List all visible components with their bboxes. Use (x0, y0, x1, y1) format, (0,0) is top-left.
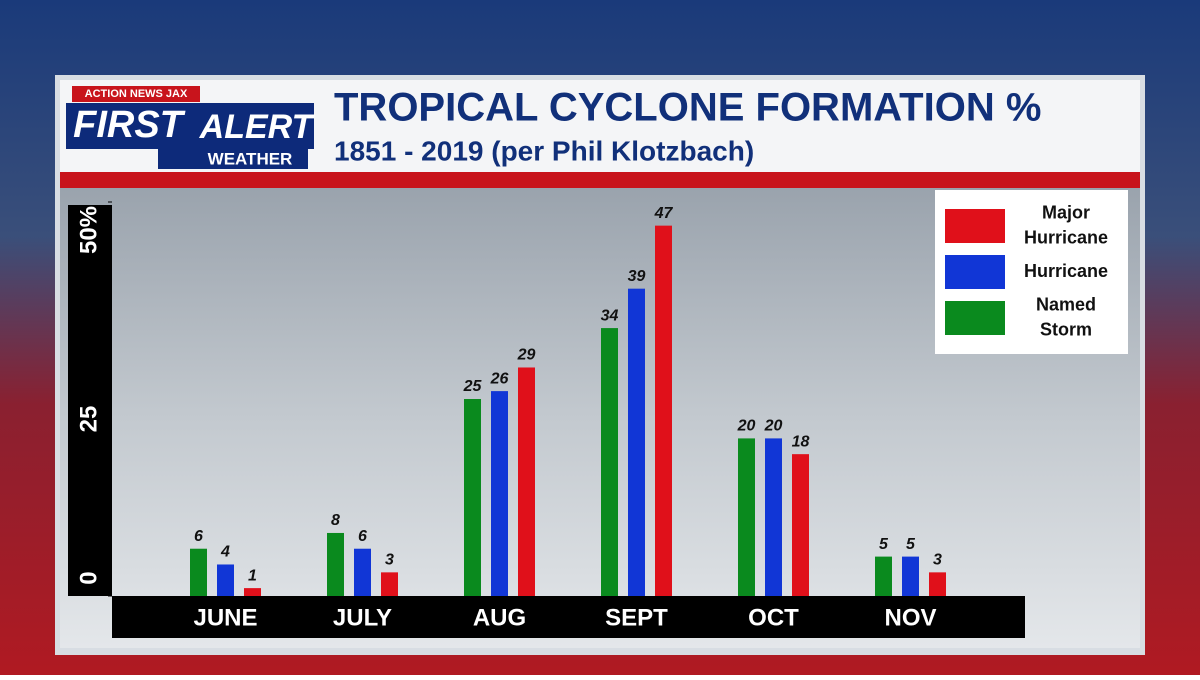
logo-box (66, 103, 314, 149)
chart-title: TROPICAL CYCLONE FORMATION % (334, 86, 1041, 130)
value-label: 6 (194, 528, 203, 545)
bar (765, 438, 782, 596)
x-tick-label: NOV (884, 604, 936, 631)
value-label: 5 (906, 536, 916, 553)
y-axis-bar (68, 205, 112, 596)
x-tick-label: JUNE (193, 604, 257, 631)
bar (628, 288, 645, 596)
bar (217, 564, 234, 596)
x-axis-bar (112, 596, 1025, 638)
value-label: 3 (933, 552, 942, 569)
bar (381, 572, 398, 596)
logo-tab (72, 86, 200, 102)
y-tick-label: 0 (75, 571, 102, 584)
bar (792, 454, 809, 596)
y-tick-label: 25 (75, 406, 102, 433)
value-label: 1 (248, 567, 257, 584)
bar (327, 532, 344, 596)
bar (902, 556, 919, 596)
legend-label: Hurricane (1024, 261, 1108, 281)
value-label: 29 (517, 347, 536, 364)
value-label: 20 (737, 418, 756, 435)
bar (875, 556, 892, 596)
x-tick-label: AUG (473, 604, 526, 631)
value-label: 47 (654, 205, 674, 222)
logo-alert: ALERT (199, 108, 316, 146)
bar (464, 399, 481, 596)
logo-first: FIRST (73, 104, 186, 146)
value-label: 5 (879, 536, 889, 553)
value-label: 4 (220, 544, 230, 561)
legend-swatch (945, 255, 1005, 289)
logo-weather: WEATHER (208, 149, 293, 168)
bar (518, 367, 535, 596)
x-tick-label: JULY (333, 604, 392, 631)
value-label: 26 (490, 370, 509, 387)
value-label: 20 (764, 418, 783, 435)
value-label: 18 (792, 433, 810, 450)
legend-swatch (945, 301, 1005, 335)
value-label: 8 (331, 512, 340, 529)
legend-label: Major Hurricane (1024, 202, 1108, 247)
bar (738, 438, 755, 596)
value-label: 39 (628, 268, 646, 285)
value-label: 25 (463, 378, 483, 395)
chart-subtitle: 1851 - 2019 (per Phil Klotzbach) (334, 135, 754, 166)
value-label: 3 (385, 552, 394, 569)
legend-swatch (945, 209, 1005, 243)
y-tick-label: 50% (75, 206, 102, 254)
bar (190, 548, 207, 596)
legend-label: Named Storm (1036, 294, 1096, 339)
value-label: 34 (601, 307, 619, 324)
bar (601, 328, 618, 596)
value-label: 6 (358, 528, 367, 545)
header-stripe (60, 172, 1140, 188)
bar (354, 548, 371, 596)
bar (244, 588, 261, 596)
bar (491, 391, 508, 596)
bar (655, 225, 672, 596)
x-tick-label: OCT (748, 604, 799, 631)
x-tick-label: SEPT (605, 604, 668, 631)
bar (929, 572, 946, 596)
logo-weather-box (158, 149, 308, 169)
logo-station: ACTION NEWS JAX (85, 88, 188, 100)
